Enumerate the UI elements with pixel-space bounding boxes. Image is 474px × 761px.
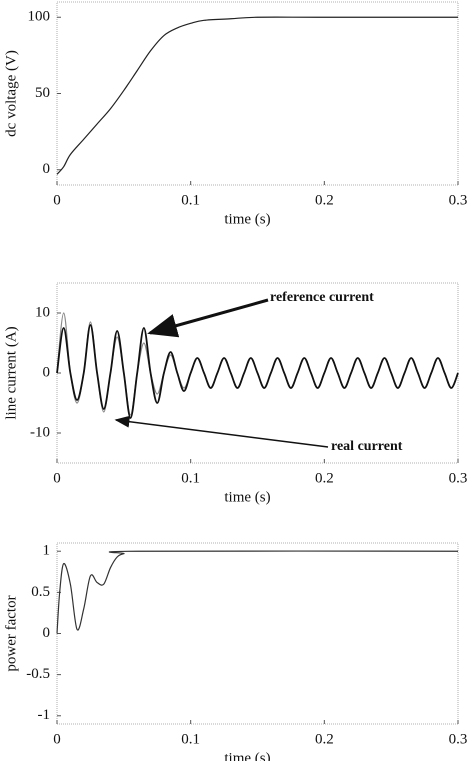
x-axis-label: time (s) <box>224 211 270 227</box>
x-tick-label: 0 <box>53 470 61 486</box>
x-tick-label: 0.1 <box>181 470 200 486</box>
y-tick-label: 0 <box>43 161 51 177</box>
annotation: real current <box>331 439 403 454</box>
x-tick-label: 0.2 <box>315 192 334 208</box>
y-tick-label: 100 <box>28 9 51 25</box>
x-tick-label: 0.1 <box>181 192 200 208</box>
x-tick-label: 0.3 <box>449 192 468 208</box>
y-tick-label: -10 <box>30 424 50 440</box>
x-axis-label: time (s) <box>224 489 270 505</box>
y-tick-label: 0 <box>43 625 51 641</box>
y-axis-label: line current (A) <box>3 326 19 419</box>
y-tick-label: -0.5 <box>26 666 50 682</box>
annotation-arrow <box>147 298 269 338</box>
x-tick-label: 0.2 <box>315 731 334 747</box>
y-tick-label: 0 <box>43 364 51 380</box>
x-tick-label: 0.1 <box>181 731 200 747</box>
axes-box <box>56 1 459 186</box>
y-tick-label: 1 <box>43 543 51 559</box>
x-tick-label: 0 <box>53 192 61 208</box>
x-tick-label: 0 <box>53 731 61 747</box>
y-axis-label: dc voltage (V) <box>3 50 19 137</box>
x-tick-label: 0.2 <box>315 470 334 486</box>
data-line <box>56 550 459 634</box>
data-line <box>56 324 459 419</box>
annotation: reference current <box>270 290 374 305</box>
data-line <box>56 312 459 416</box>
axes-box <box>56 542 459 725</box>
y-tick-label: 10 <box>35 304 50 320</box>
x-axis-label: time (s) <box>224 750 270 761</box>
y-tick-label: 50 <box>35 85 50 101</box>
data-line <box>56 16 458 175</box>
y-tick-label: -1 <box>38 707 51 723</box>
y-tick-label: 0.5 <box>31 584 50 600</box>
y-axis-label: power factor <box>3 595 19 671</box>
x-tick-label: 0.3 <box>449 470 468 486</box>
x-tick-label: 0.3 <box>449 731 468 747</box>
annotation-arrow <box>114 415 329 448</box>
